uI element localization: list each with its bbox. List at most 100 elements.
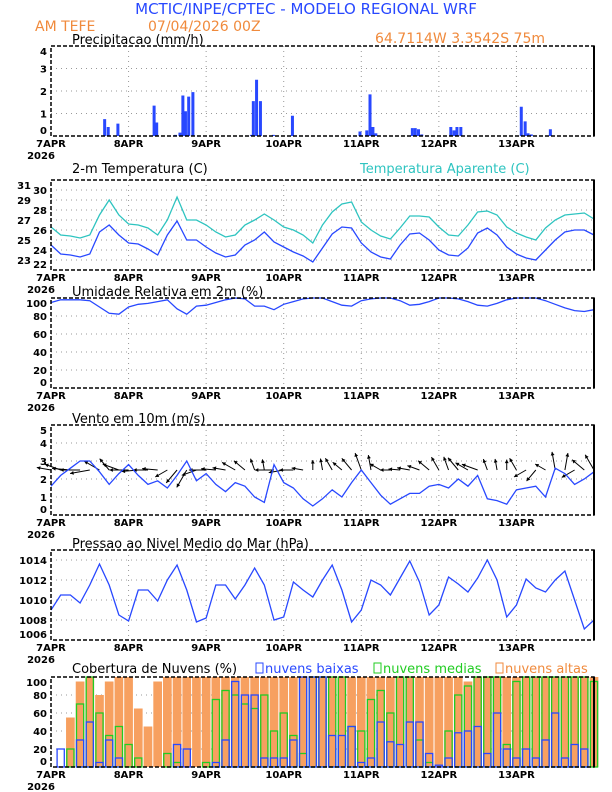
y-tick-label: 1014 <box>19 556 47 567</box>
precip-bar <box>103 119 107 136</box>
y-tick-label: 25 <box>17 236 31 247</box>
rh-title: Umidade Relativa em 2m (%) <box>72 285 263 300</box>
x-tick-label: 11APR <box>343 643 380 654</box>
cloud-bar-orange <box>473 677 482 767</box>
wind-vector-head <box>99 458 104 463</box>
y-tick-label: 60 <box>33 709 47 720</box>
wind-vector-head <box>109 468 113 472</box>
wind-vector-head <box>585 454 589 459</box>
cloud-bar-orange <box>386 677 395 767</box>
x-tick-label: 10APR <box>265 518 302 529</box>
cloud-bar-orange <box>201 677 211 767</box>
cloud-bar-blue <box>347 725 356 768</box>
wind-vector-head <box>133 468 137 472</box>
wind-title: Vento em 10m (m/s) <box>72 412 205 427</box>
cloud-bar-orange <box>337 677 347 767</box>
cloud-bar-orange <box>570 677 579 767</box>
main-title: MCTIC/INPE/CPTEC - MODELO REGIONAL WRF <box>135 0 477 18</box>
wind-vector-head <box>461 463 466 468</box>
legend-low-label: nuvens baixas <box>265 662 359 677</box>
y-tick-label: 30 <box>33 186 47 197</box>
y-tick-label: 60 <box>33 330 47 341</box>
precip-bar <box>191 92 195 136</box>
y-tick-label: 1012 <box>19 576 47 587</box>
precip-bar <box>529 134 533 136</box>
x-tick-label: 12APR <box>421 518 458 529</box>
wind-vector-head <box>550 451 555 456</box>
x-tick-label: 8APR <box>114 273 144 284</box>
x-tick-label: 11APR <box>343 391 380 402</box>
precip-bar <box>106 127 110 136</box>
y-tick-label: 1008 <box>19 616 47 627</box>
precip-bar <box>155 122 159 136</box>
cloud-bar-orange <box>230 677 240 767</box>
cloud-bar-orange <box>347 677 356 767</box>
x-tick-label: 8APR <box>114 139 144 150</box>
x-year-label: 2026 <box>27 151 55 162</box>
x-tick-label: 11APR <box>343 273 380 284</box>
precip-title: Precipitacao (mm/h) <box>72 33 204 48</box>
wind-vector-head <box>565 453 570 457</box>
y-tick-label: 20 <box>33 745 47 756</box>
y-tick-label: 22 <box>33 260 47 271</box>
x-tick-label: 12APR <box>421 139 458 150</box>
wind-vector-head <box>212 466 217 471</box>
x-tick-label: 9APR <box>191 643 221 654</box>
wind-vector-head <box>121 469 126 474</box>
x-tick-label: 12APR <box>421 770 458 781</box>
wind-vector-head <box>443 456 447 461</box>
y-tick-label: 28 <box>33 206 47 217</box>
wind-vector-head <box>418 460 423 465</box>
wind-vector-head <box>233 460 238 465</box>
y-tick-label: 1 <box>40 493 47 504</box>
press-line-blue <box>50 558 595 631</box>
precip-bar <box>183 111 187 136</box>
y-tick-label: 4 <box>40 47 47 58</box>
cloud-bar-orange <box>182 677 192 767</box>
precip-bar <box>374 133 378 136</box>
precip-frame <box>50 45 595 137</box>
x-tick-label: 13APR <box>498 139 535 150</box>
cloud-bar-orange <box>453 677 463 767</box>
wind-vector-head <box>367 455 371 459</box>
y-tick-label: 26 <box>33 226 47 237</box>
press-frame <box>50 549 595 641</box>
x-tick-label: 10APR <box>265 273 302 284</box>
cloud-bar-orange <box>579 677 589 767</box>
y-tick-label: 1010 <box>19 596 47 607</box>
cloud-bar-blue <box>221 739 230 768</box>
cloud-bar-blue <box>172 743 182 768</box>
cloud-bar-orange <box>521 677 531 767</box>
precip-bar <box>258 101 262 136</box>
y-tick-label: 27 <box>17 216 31 227</box>
y-tick-label: 5 <box>40 426 47 437</box>
x-tick-label: 13APR <box>498 273 535 284</box>
x-tick-label: 7APR <box>36 518 66 529</box>
wind-vector-head <box>155 473 160 477</box>
y-tick-label: 100 <box>26 678 47 689</box>
wind-vector-head <box>514 473 518 477</box>
wind-vector-head <box>561 473 566 478</box>
y-tick-label: 1006 <box>19 630 47 641</box>
cloud-bar-orange <box>434 677 444 767</box>
wind-vector-head <box>142 467 146 471</box>
x-tick-label: 8APR <box>114 770 144 781</box>
precip-bar <box>548 129 552 136</box>
temp-title: 2-m Temperatura (C) <box>72 162 208 177</box>
pressure-title: Pressao ao Nivel Medio do Mar (hPa) <box>72 537 309 552</box>
wind-vector-head <box>44 463 49 468</box>
cloud-bar-blue <box>444 757 453 768</box>
wind-vector-head <box>319 458 323 463</box>
precip-bar <box>152 105 156 136</box>
wind-vector-head <box>249 458 254 463</box>
precip-bar <box>452 130 456 136</box>
y-tick-label: 23 <box>17 256 31 267</box>
cloud-bar-orange <box>221 677 230 767</box>
wind-vector-head <box>482 459 487 464</box>
precip-bar <box>251 101 255 136</box>
wind-vector-head <box>431 457 435 462</box>
rh-line-blue <box>50 297 595 315</box>
x-tick-label: 10APR <box>265 391 302 402</box>
cloud-bar-orange <box>289 677 298 767</box>
